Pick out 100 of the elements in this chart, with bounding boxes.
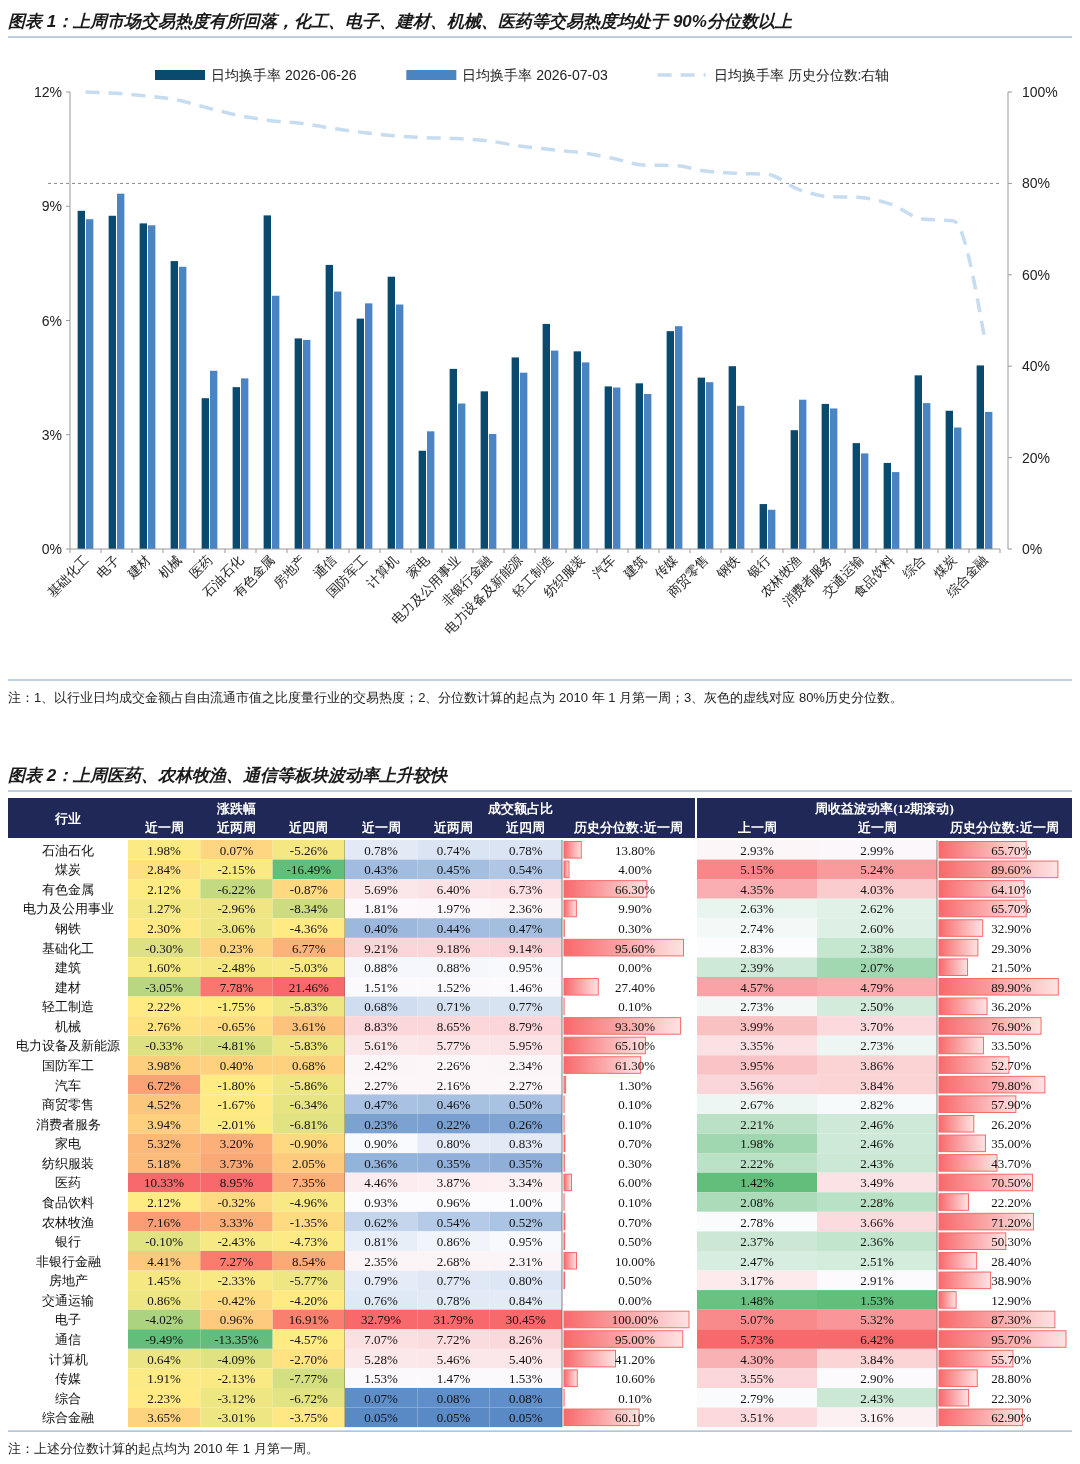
data-label: 0.46%	[436, 1097, 471, 1113]
data-label: 22.30%	[991, 1390, 1032, 1406]
data-label: -1.75%	[217, 999, 256, 1015]
data-label: 3.84%	[860, 1351, 894, 1367]
data-label: 3.65%	[147, 1410, 182, 1426]
data-label: -4.57%	[289, 1332, 328, 1348]
data-label: -3.01%	[217, 1410, 256, 1426]
data-label: 2.23%	[147, 1390, 182, 1406]
data-label: -1.80%	[217, 1077, 256, 1093]
data-label: 3.56%	[740, 1077, 774, 1093]
bar	[201, 398, 209, 549]
y2-tick-label: 100%	[1022, 84, 1058, 100]
bar	[768, 509, 776, 549]
bar	[356, 318, 364, 549]
data-label: 2.83%	[740, 940, 774, 956]
data-label: 0.26%	[509, 1116, 543, 1132]
bar	[666, 331, 674, 549]
data-label: -4.36%	[289, 921, 328, 937]
data-label: -5.86%	[289, 1077, 328, 1093]
bar	[985, 411, 993, 549]
data-label: -4.20%	[289, 1292, 328, 1308]
data-label: 8.95%	[219, 1175, 254, 1191]
data-label: 3.49%	[860, 1175, 894, 1191]
data-label: 0.76%	[364, 1292, 399, 1308]
data-label: 33.50%	[991, 1038, 1032, 1054]
data-label: 43.70%	[991, 1155, 1032, 1171]
chart-subtitle: 涨跌幅	[216, 801, 256, 816]
chart-title: 图表 2：上周医药、农林牧渔、通信等板块波动率上升较快	[8, 766, 450, 785]
data-label: 6.40%	[436, 881, 471, 897]
data-label: 3.73%	[219, 1155, 254, 1171]
bar	[582, 362, 590, 549]
data-label: -0.87%	[289, 881, 328, 897]
x-tick-label: 近一周	[360, 820, 401, 835]
data-label: -6.34%	[289, 1097, 328, 1113]
data-label: 16.91%	[288, 1312, 330, 1328]
data-label: 10.60%	[615, 1371, 656, 1387]
bar	[563, 1173, 572, 1192]
data-label: 65.70%	[991, 842, 1032, 858]
data-label: 60.10%	[615, 1410, 656, 1426]
data-label: 7.16%	[147, 1214, 182, 1230]
bar	[644, 394, 652, 549]
data-label: 0.30%	[618, 1155, 653, 1171]
data-label: 76.90%	[991, 1018, 1032, 1034]
data-label: 3.34%	[509, 1175, 543, 1191]
data-label: 0.07%	[219, 842, 254, 858]
data-label: 0.05%	[509, 1410, 543, 1426]
data-label: 3.86%	[860, 1058, 894, 1074]
y2-tick-label: 0%	[1022, 541, 1043, 557]
data-label: 2.43%	[860, 1155, 894, 1171]
data-label: 2.76%	[147, 1018, 182, 1034]
data-label: 2.35%	[364, 1253, 399, 1269]
bar	[821, 403, 829, 549]
y-tick-label: 综合	[55, 1390, 81, 1406]
data-label: 2.93%	[740, 842, 774, 858]
data-label: 0.74%	[436, 842, 471, 858]
data-label: 21.50%	[991, 960, 1032, 976]
bar	[241, 378, 249, 549]
x-tick-label: 建材	[123, 552, 154, 583]
data-label: 3.98%	[147, 1058, 182, 1074]
data-label: 0.45%	[436, 862, 471, 878]
data-label: -8.34%	[289, 901, 328, 917]
data-label: 1.52%	[436, 979, 471, 995]
data-label: 1.51%	[364, 979, 399, 995]
data-label: -2.96%	[217, 901, 256, 917]
data-label: 100.00%	[611, 1312, 659, 1328]
data-label: -2.43%	[217, 1234, 256, 1250]
bar	[365, 303, 373, 549]
y-tick-label: 房地产	[48, 1273, 88, 1289]
data-label: 3.95%	[740, 1058, 774, 1074]
y-tick-label: 传媒	[55, 1371, 81, 1387]
data-label: 32.90%	[991, 921, 1032, 937]
data-label: 3.20%	[219, 1136, 254, 1152]
bar	[635, 383, 643, 549]
bar	[489, 433, 497, 549]
data-label: 2.36%	[860, 1234, 894, 1250]
y-tick-label: 钢铁	[54, 921, 81, 937]
data-label: 1.53%	[860, 1292, 894, 1308]
data-label: 62.90%	[991, 1410, 1032, 1426]
data-label: 0.70%	[618, 1214, 653, 1230]
bar	[117, 193, 125, 549]
data-label: 0.50%	[509, 1097, 543, 1113]
data-label: 0.22%	[436, 1116, 471, 1132]
y-tick-label: 交通运输	[42, 1292, 94, 1308]
data-label: -6.72%	[289, 1390, 328, 1406]
data-label: 1.98%	[147, 842, 182, 858]
bar	[799, 399, 807, 549]
data-label: 9.18%	[436, 940, 471, 956]
data-label: -16.49%	[286, 862, 332, 878]
data-label: 28.80%	[991, 1371, 1032, 1387]
data-label: 0.77%	[436, 1273, 471, 1289]
bar	[139, 223, 147, 549]
data-label: 2.51%	[860, 1253, 894, 1269]
data-label: 1.00%	[509, 1195, 543, 1211]
data-label: -0.90%	[289, 1136, 328, 1152]
y-tick-label: 医药	[55, 1175, 81, 1191]
x-tick-label: 近一周	[143, 820, 184, 835]
data-label: 1.81%	[364, 901, 399, 917]
bar	[458, 403, 466, 549]
data-label: 2.22%	[147, 999, 182, 1015]
y2-tick-label: 80%	[1022, 175, 1051, 192]
